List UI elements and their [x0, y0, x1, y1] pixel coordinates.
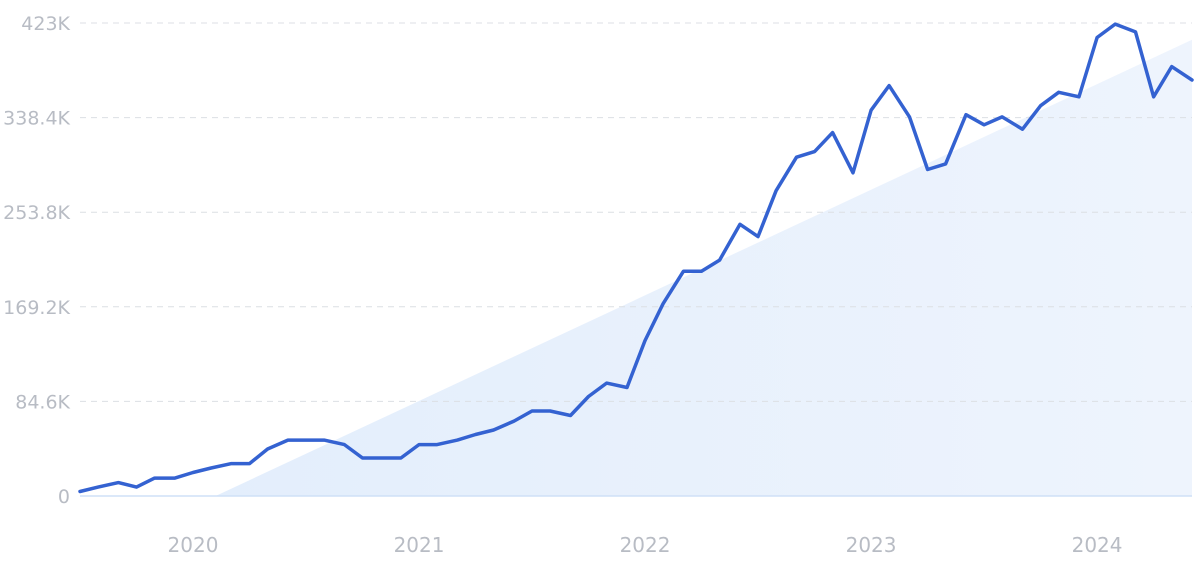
- y-tick-label: 423K: [21, 13, 70, 35]
- x-tick-label: 2020: [168, 533, 219, 557]
- y-tick-label: 169.2K: [3, 297, 70, 319]
- x-tick-label: 2023: [846, 533, 897, 557]
- x-axis-ticks: 2020 2021 2022 2023 2024: [168, 533, 1123, 557]
- y-tick-label: 0: [58, 486, 70, 508]
- gridlines: [80, 22, 1192, 497]
- y-tick-label: 253.8K: [3, 202, 70, 224]
- y-axis-ticks: 0 84.6K 169.2K 253.8K 338.4K 423K: [3, 13, 70, 508]
- x-tick-label: 2022: [620, 533, 671, 557]
- x-tick-label: 2024: [1072, 533, 1123, 557]
- y-tick-label: 338.4K: [3, 108, 70, 130]
- series-line: [78, 22, 1194, 494]
- x-tick-label: 2021: [394, 533, 445, 557]
- y-tick-label: 84.6K: [15, 391, 70, 413]
- series-layer: [78, 22, 1194, 494]
